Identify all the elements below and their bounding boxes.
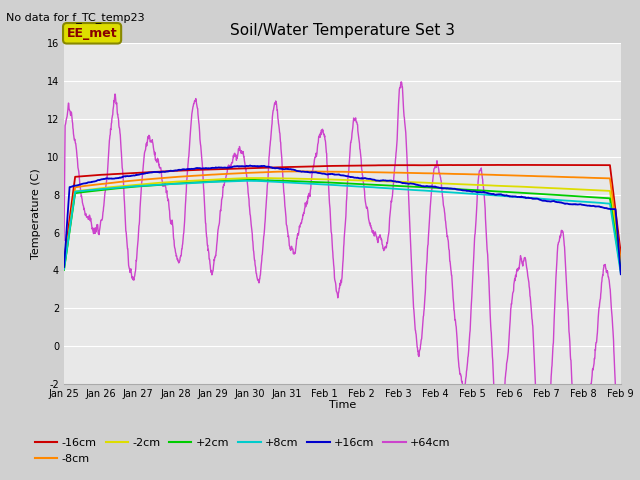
Y-axis label: Temperature (C): Temperature (C): [31, 168, 41, 259]
X-axis label: Time: Time: [329, 400, 356, 410]
Text: EE_met: EE_met: [67, 27, 117, 40]
Legend: -16cm, -8cm, -2cm, +2cm, +8cm, +16cm, +64cm: -16cm, -8cm, -2cm, +2cm, +8cm, +16cm, +6…: [31, 434, 455, 468]
Title: Soil/Water Temperature Set 3: Soil/Water Temperature Set 3: [230, 23, 455, 38]
Text: No data for f_TC_temp23: No data for f_TC_temp23: [6, 12, 145, 23]
